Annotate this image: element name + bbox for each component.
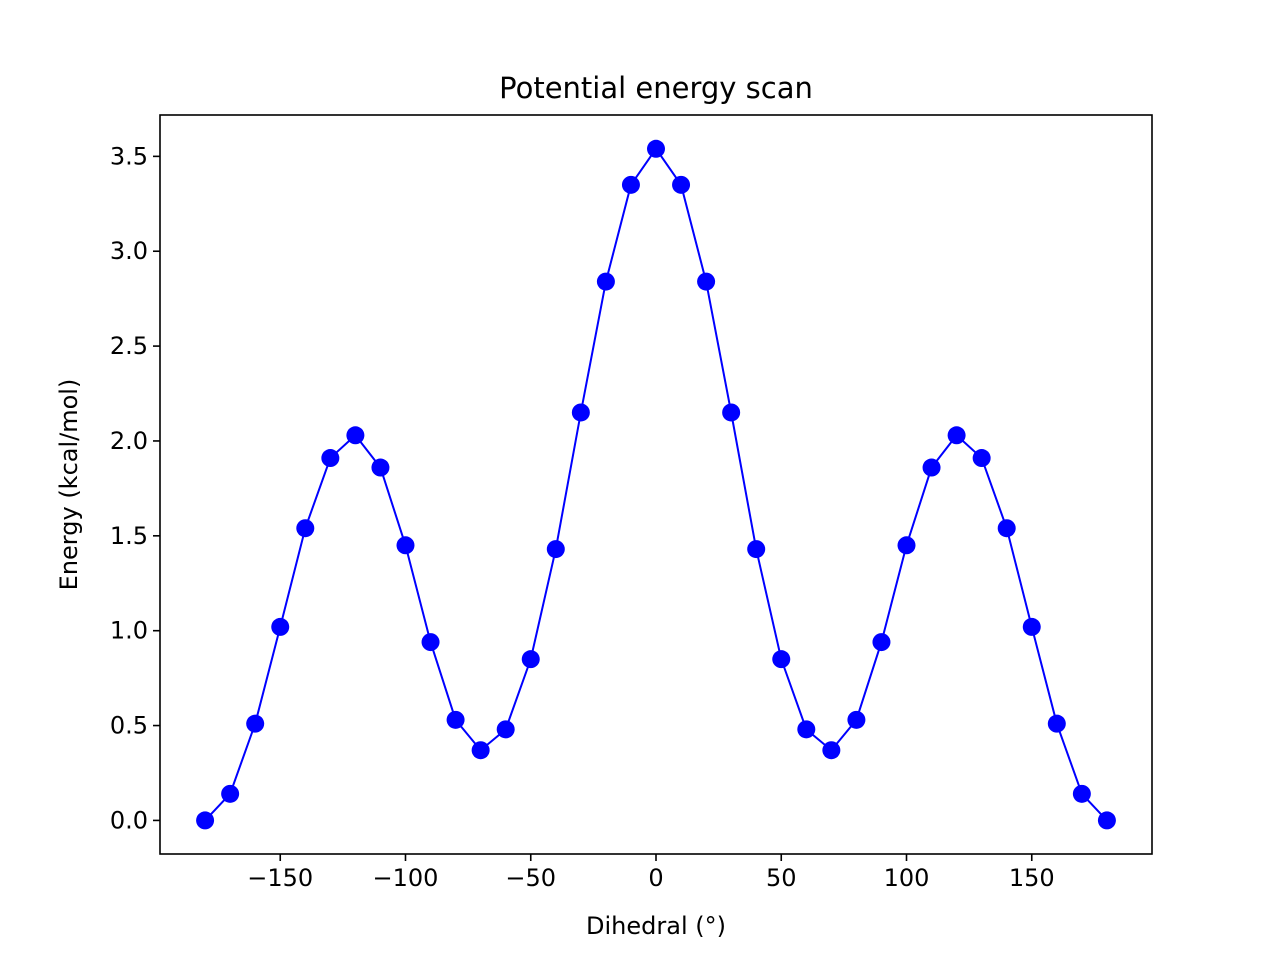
data-point bbox=[396, 536, 415, 555]
data-point bbox=[596, 272, 615, 291]
data-point bbox=[346, 426, 365, 445]
data-point bbox=[997, 519, 1016, 538]
data-point bbox=[1022, 617, 1041, 636]
data-point bbox=[722, 403, 741, 422]
data-point bbox=[1097, 811, 1116, 830]
data-point bbox=[747, 540, 766, 559]
x-tick-label: 50 bbox=[766, 864, 797, 892]
data-point bbox=[296, 519, 315, 538]
x-tick-label: −100 bbox=[373, 864, 439, 892]
data-point bbox=[196, 811, 215, 830]
y-tick-label: 1.0 bbox=[110, 617, 148, 645]
x-axis-label: Dihedral (°) bbox=[586, 912, 726, 940]
x-tick-label: 150 bbox=[1009, 864, 1055, 892]
y-tick-label: 2.5 bbox=[110, 332, 148, 360]
data-point bbox=[972, 449, 991, 468]
data-point bbox=[521, 650, 540, 669]
data-point bbox=[546, 540, 565, 559]
data-point bbox=[822, 741, 841, 760]
data-point bbox=[772, 650, 791, 669]
y-tick-label: 0.5 bbox=[110, 712, 148, 740]
data-point bbox=[1072, 784, 1091, 803]
data-point bbox=[221, 784, 240, 803]
data-point bbox=[872, 633, 891, 652]
plot-frame bbox=[159, 114, 1153, 855]
data-point bbox=[797, 720, 816, 739]
data-point bbox=[421, 633, 440, 652]
data-point bbox=[847, 710, 866, 729]
y-tick-label: 2.0 bbox=[110, 427, 148, 455]
x-axis-ticks: −150 −100 −50 0 50 100 150 bbox=[247, 854, 1055, 892]
x-tick-label: −50 bbox=[505, 864, 556, 892]
y-axis-label: Energy (kcal/mol) bbox=[55, 379, 83, 591]
data-point bbox=[897, 536, 916, 555]
y-tick-label: 3.0 bbox=[110, 237, 148, 265]
data-point bbox=[371, 458, 390, 477]
y-tick-label: 0.0 bbox=[110, 806, 148, 834]
x-tick-label: 100 bbox=[884, 864, 930, 892]
y-tick-label: 1.5 bbox=[110, 522, 148, 550]
y-tick-label: 3.5 bbox=[110, 142, 148, 170]
data-point bbox=[672, 175, 691, 194]
data-point bbox=[571, 403, 590, 422]
data-point bbox=[471, 741, 490, 760]
data-point bbox=[246, 714, 265, 733]
data-point bbox=[697, 272, 716, 291]
y-axis-ticks: 0.0 0.5 1.0 1.5 2.0 2.5 3.0 3.5 bbox=[110, 142, 160, 834]
chart-title: Potential energy scan bbox=[499, 71, 813, 105]
data-point bbox=[621, 175, 640, 194]
data-point bbox=[496, 720, 515, 739]
x-tick-label: 0 bbox=[648, 864, 663, 892]
plot-layer bbox=[196, 139, 1116, 830]
data-point bbox=[647, 139, 665, 158]
data-point bbox=[271, 617, 290, 636]
data-point bbox=[922, 458, 941, 477]
data-point bbox=[321, 449, 340, 468]
data-point bbox=[446, 710, 465, 729]
data-point bbox=[947, 426, 966, 445]
x-tick-label: −150 bbox=[247, 864, 313, 892]
data-point bbox=[1047, 714, 1066, 733]
